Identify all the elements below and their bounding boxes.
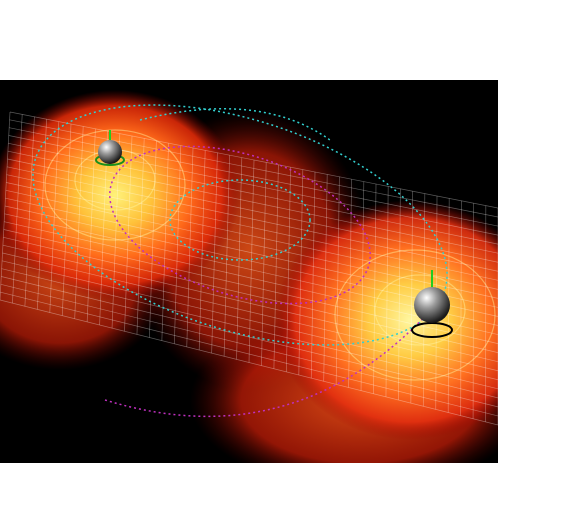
grid-line bbox=[323, 174, 328, 382]
grid-line bbox=[248, 159, 255, 363]
grid-line bbox=[286, 167, 291, 372]
grid-line bbox=[410, 191, 413, 404]
grid-line bbox=[12, 114, 23, 304]
grid-line bbox=[6, 182, 498, 290]
grid-line bbox=[111, 133, 121, 329]
grid-line bbox=[149, 140, 157, 338]
grid-line bbox=[49, 121, 60, 313]
grid-line bbox=[298, 169, 304, 376]
grid-line bbox=[4, 221, 498, 335]
grid-line bbox=[7, 166, 498, 272]
grid-line bbox=[273, 164, 279, 369]
grid-line bbox=[460, 200, 462, 416]
grid-line bbox=[5, 197, 498, 308]
grid-line bbox=[1, 268, 498, 390]
grid-line bbox=[1, 276, 498, 399]
grid-line bbox=[74, 126, 84, 319]
grid-line bbox=[2, 260, 498, 381]
grid-line bbox=[373, 183, 377, 394]
grid-line bbox=[5, 189, 498, 299]
grid-line bbox=[0, 299, 498, 426]
grid-line bbox=[7, 158, 498, 263]
wave-rings bbox=[44, 129, 496, 381]
grid-line bbox=[136, 138, 145, 335]
grid-line bbox=[198, 150, 206, 351]
grid-line bbox=[0, 283, 498, 408]
grid-line bbox=[2, 252, 498, 372]
grid-line bbox=[9, 111, 498, 209]
glow-left bbox=[0, 90, 240, 300]
grid-line bbox=[261, 162, 267, 366]
grid-line bbox=[6, 174, 498, 281]
black-hole bbox=[414, 287, 450, 323]
grid-line bbox=[335, 176, 340, 385]
grid-line bbox=[0, 291, 498, 417]
grid-line bbox=[398, 188, 401, 401]
grid-line bbox=[9, 119, 498, 218]
grid-line bbox=[0, 111, 11, 301]
grid-plane bbox=[0, 111, 498, 426]
grid-line bbox=[173, 145, 182, 344]
grid-line bbox=[472, 203, 474, 419]
grid-line bbox=[385, 186, 389, 397]
grid-line bbox=[9, 127, 498, 227]
grid-line bbox=[360, 181, 365, 391]
grid-line bbox=[8, 135, 498, 236]
simulation bbox=[0, 90, 498, 463]
grid-line bbox=[310, 171, 316, 379]
grid-line bbox=[37, 119, 47, 310]
grid-line bbox=[211, 152, 218, 354]
grid-line bbox=[124, 135, 133, 332]
grid-line bbox=[86, 128, 96, 322]
grid-line bbox=[236, 157, 243, 360]
grid-line bbox=[2, 244, 498, 363]
grid-line bbox=[99, 131, 108, 326]
glow-right bbox=[275, 200, 498, 440]
grid-line bbox=[7, 150, 498, 254]
grid-line bbox=[223, 155, 230, 357]
black-hole bbox=[98, 140, 122, 164]
grid-line bbox=[24, 116, 35, 307]
grid-line bbox=[61, 123, 72, 316]
grid-line bbox=[8, 142, 498, 245]
